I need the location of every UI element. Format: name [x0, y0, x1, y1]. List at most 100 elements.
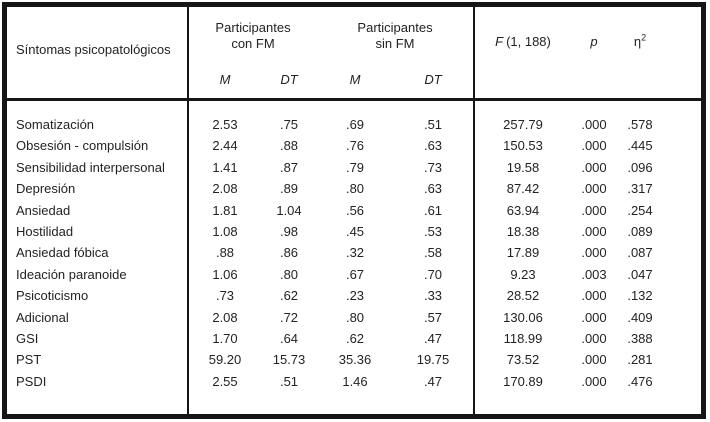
f-value: 170.89: [503, 373, 543, 389]
dt-con-fm-value: .88: [279, 138, 299, 154]
symptom-row-label: Ansiedad fóbica: [16, 245, 109, 261]
column-header-symptoms: Síntomas psicopatológicos: [7, 7, 187, 101]
table-row-group-values: .73 .62 .23 .33: [189, 285, 473, 306]
column-header-stats: F (1, 188) p η2: [473, 7, 701, 101]
table-row-group-values: 1.08 .98 .45 .53: [189, 221, 473, 242]
group-con-fm-line1: Participantes: [215, 20, 291, 35]
table-row-stat-values: 130.06 .000 .409: [475, 307, 701, 328]
m-sin-fm-value: .80: [345, 181, 365, 197]
table-row-stat-values: 9.23 .003 .047: [475, 264, 701, 285]
eta2-value: .254: [627, 202, 653, 218]
dt-sin-fm-value: .61: [423, 202, 443, 218]
dt-sin-fm-value: .63: [423, 181, 443, 197]
symptom-row-label: Psicoticismo: [16, 288, 89, 304]
group-values-column: 2.53 .75 .69 .51 2.44 .88 .76 .63 1.41 .87 .79 .73 2…: [187, 101, 473, 414]
dt-sin-fm-value: .58: [423, 245, 443, 261]
table-row-group-values: 2.55 .51 1.46 .47: [189, 371, 473, 392]
m-con-fm-value: 2.08: [212, 309, 238, 325]
p-value: .000: [581, 352, 607, 368]
column-header-dt-sin-fm: DT: [424, 72, 442, 87]
column-header-m-con-fm: M: [219, 72, 231, 87]
f-value: 73.52: [506, 352, 540, 368]
table-row-stat-values: 73.52 .000 .281: [475, 349, 701, 370]
symptom-row-label: Depresión: [16, 181, 76, 197]
p-value: .003: [581, 266, 607, 282]
column-group-con-fm: Participantes con FM: [189, 7, 317, 67]
eta2-value: .445: [627, 138, 653, 154]
dt-sin-fm-value: .73: [423, 159, 443, 175]
m-con-fm-value: 2.53: [212, 117, 238, 132]
m-sin-fm-value: .67: [345, 266, 365, 282]
column-header-groups: Participantes con FM Participantes sin F…: [187, 7, 473, 101]
m-sin-fm-value: .69: [345, 117, 365, 132]
m-con-fm-value: 59.20: [208, 352, 242, 368]
m-con-fm-value: 1.08: [212, 223, 238, 239]
table-row-group-values: 2.08 .72 .80 .57: [189, 307, 473, 328]
p-value: .000: [581, 181, 607, 197]
symptom-row-label: PSDI: [16, 373, 47, 389]
column-group-sin-fm: Participantes sin FM: [317, 7, 473, 67]
dt-sin-fm-value: .70: [423, 266, 443, 282]
symptom-row-label: Obsesión - compulsión: [16, 138, 149, 154]
dt-sin-fm-value: .51: [423, 117, 443, 132]
p-symbol: p: [590, 34, 598, 49]
p-value: .000: [581, 138, 607, 154]
dt-sin-fm-value: .57: [423, 309, 443, 325]
table-row-group-values: 1.41 .87 .79 .73: [189, 157, 473, 178]
column-header-f: F (1, 188): [475, 34, 571, 50]
p-value: .000: [581, 373, 607, 389]
table-row-group-values: 2.44 .88 .76 .63: [189, 135, 473, 156]
p-value: .000: [581, 202, 607, 218]
eta2-value: .409: [627, 309, 653, 325]
dt-sin-fm-value: .47: [423, 330, 443, 346]
symptom-row-label: Adicional: [16, 309, 69, 325]
eta2-value: .476: [627, 373, 653, 389]
eta2-value: .096: [627, 159, 653, 175]
symptom-row-label: Hostilidad: [16, 223, 74, 239]
table-row-group-values: .88 .86 .32 .58: [189, 242, 473, 263]
dt-sin-fm-value: 19.75: [416, 352, 450, 368]
table-row-stat-values: 17.89 .000 .087: [475, 242, 701, 263]
p-value: .000: [581, 117, 607, 132]
f-value: 118.99: [503, 330, 543, 346]
m-sin-fm-value: .79: [345, 159, 365, 175]
table-row-group-values: 59.20 15.73 35.36 19.75: [189, 349, 473, 370]
column-header-p: p: [571, 34, 617, 50]
symptoms-header-label: Síntomas psicopatológicos: [16, 41, 171, 57]
eta2-value: .089: [627, 223, 653, 239]
f-value: 9.23: [510, 266, 536, 282]
anova-results-table: Síntomas psicopatológicos Participantes …: [2, 2, 706, 419]
symptom-row-label: Sensibilidad interpersonal: [16, 159, 165, 175]
eta2-value: .317: [627, 181, 653, 197]
m-sin-fm-value: .45: [345, 223, 365, 239]
group-sin-fm-line2: sin FM: [375, 36, 415, 51]
p-value: .000: [581, 159, 607, 175]
table-row-stat-values: 170.89 .000 .476: [475, 371, 701, 392]
stat-values-column: 257.79 .000 .578 150.53 .000 .445 19.58 .000 .09…: [473, 101, 701, 414]
dt-con-fm-value: .64: [279, 330, 299, 346]
table-row-stat-values: 63.94 .000 .254: [475, 200, 701, 221]
table-row-group-values: 2.53 .75 .69 .51: [189, 114, 473, 135]
symptom-row-label: Ideación paranoide: [16, 266, 127, 282]
m-sin-fm-value: .62: [345, 330, 365, 346]
dt-sin-fm-value: .63: [423, 138, 443, 154]
dt-con-fm-value: .87: [279, 159, 299, 175]
f-value: 150.53: [503, 138, 543, 154]
dt-sin-fm-value: .33: [423, 288, 443, 304]
dt-con-fm-value: .51: [279, 373, 299, 389]
dt-con-fm-value: .62: [279, 288, 299, 304]
f-value: 63.94: [506, 202, 540, 218]
m-sin-fm-value: .23: [345, 288, 365, 304]
m-con-fm-value: 1.81: [212, 202, 238, 218]
symptom-row-label: Somatización: [16, 117, 95, 132]
eta2-value: .578: [627, 117, 653, 132]
m-sin-fm-value: .80: [345, 309, 365, 325]
table-row-group-values: 2.08 .89 .80 .63: [189, 178, 473, 199]
dt-con-fm-value: .75: [279, 117, 299, 132]
p-value: .000: [581, 288, 607, 304]
dt-con-fm-value: .98: [279, 223, 299, 239]
group-con-fm-line2: con FM: [231, 36, 275, 51]
column-header-eta-squared: η2: [617, 33, 663, 50]
p-value: .000: [581, 309, 607, 325]
dt-con-fm-value: .86: [279, 245, 299, 261]
